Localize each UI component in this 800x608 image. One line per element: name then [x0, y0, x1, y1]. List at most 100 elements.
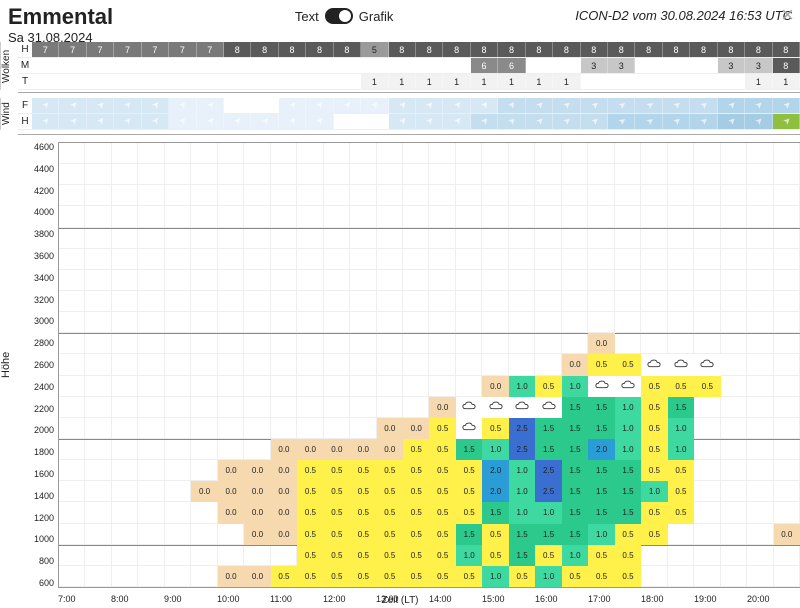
wind-cell — [498, 98, 525, 113]
clouds-cell — [197, 74, 224, 89]
clouds-cell: 1 — [498, 74, 525, 89]
clouds-cell: 8 — [251, 42, 278, 57]
toggle-switch[interactable] — [325, 8, 353, 24]
heat-cell: 1.5 — [509, 545, 535, 566]
heat-cell: 1.5 — [535, 439, 561, 460]
heat-cell: 0.5 — [350, 502, 376, 523]
heat-cell: 0.5 — [403, 439, 429, 460]
heat-cell: 0.0 — [271, 524, 297, 545]
wind-cell — [389, 114, 416, 129]
clouds-cell — [169, 74, 196, 89]
wind-cell — [224, 114, 251, 129]
clouds-cell: 1 — [389, 74, 416, 89]
heat-cell: 0.5 — [377, 481, 403, 502]
wind-cell — [608, 114, 635, 129]
heat-cell: 0.5 — [588, 566, 614, 587]
heat-cell: 2.5 — [509, 418, 535, 439]
clouds-cell — [32, 58, 59, 73]
wind-cell — [142, 114, 169, 129]
wind-row-H — [32, 114, 800, 130]
y-tick: 4200 — [18, 186, 54, 196]
clouds-cell — [635, 74, 662, 89]
heat-cell: 1.0 — [482, 439, 508, 460]
heat-cell — [509, 397, 535, 418]
clouds-cell — [251, 58, 278, 73]
heat-cell: 0.5 — [403, 481, 429, 502]
clouds-cell: 8 — [773, 58, 800, 73]
view-toggle[interactable]: Text Grafik — [295, 8, 394, 24]
heat-cell: 0.5 — [377, 545, 403, 566]
heat-cell: 1.0 — [482, 566, 508, 587]
y-tick: 4400 — [18, 164, 54, 174]
location-title: Emmental — [8, 4, 113, 30]
cloud-icon — [515, 401, 529, 413]
heat-cell — [482, 397, 508, 418]
wind-cell — [59, 114, 86, 129]
clouds-block: Wolken HMT 77777778888858888888888888886… — [0, 42, 800, 90]
clouds-cell — [142, 74, 169, 89]
clouds-row-M: 6633338 — [32, 58, 800, 74]
cloud-icon — [595, 380, 609, 392]
y-tick: 4000 — [18, 207, 54, 217]
height-chart: Höhe 46004400420040003800360034003200300… — [0, 142, 800, 588]
heat-cell: 1.5 — [562, 418, 588, 439]
heat-cell: 1.5 — [482, 502, 508, 523]
toggle-label-grafik: Grafik — [359, 9, 394, 24]
heat-cell: 0.5 — [615, 566, 641, 587]
clouds-cell: 7 — [87, 42, 114, 57]
clouds-cell — [306, 74, 333, 89]
heat-cell: 0.5 — [324, 460, 350, 481]
heat-cell: 0.5 — [297, 460, 323, 481]
wind-cell — [608, 98, 635, 113]
heat-cell — [615, 376, 641, 397]
clouds-cell: 8 — [306, 42, 333, 57]
clouds-cell: 7 — [197, 42, 224, 57]
heat-cell: 0.5 — [668, 460, 694, 481]
heat-cell: 1.0 — [456, 545, 482, 566]
heat-cell: 1.0 — [509, 376, 535, 397]
cloud-icon — [647, 359, 661, 371]
heat-cell: 0.0 — [271, 481, 297, 502]
wind-cell — [498, 114, 525, 129]
heat-cell: 0.5 — [297, 502, 323, 523]
heat-cell: 1.0 — [562, 376, 588, 397]
heat-cell — [668, 354, 694, 375]
wind-cell — [197, 98, 224, 113]
x-axis-label-visible: Zeit (LT) — [0, 595, 800, 606]
heat-cell: 1.5 — [456, 439, 482, 460]
clouds-cell: 3 — [608, 58, 635, 73]
clouds-row-label-M: M — [18, 58, 32, 74]
heat-cell: 1.5 — [456, 524, 482, 545]
plot-area: 0.00.00.50.50.01.00.51.00.50.50.50.01.51… — [58, 142, 800, 588]
wind-cell — [142, 98, 169, 113]
wind-cell — [553, 114, 580, 129]
heat-cell: 0.5 — [456, 481, 482, 502]
wind-cell — [334, 98, 361, 113]
heat-cell: 0.5 — [641, 524, 667, 545]
close-icon[interactable]: × — [781, 2, 794, 28]
wind-cell — [361, 114, 388, 129]
heat-cell: 1.5 — [509, 524, 535, 545]
clouds-cell: 3 — [581, 58, 608, 73]
heat-cell: 0.5 — [482, 545, 508, 566]
y-tick: 3800 — [18, 229, 54, 239]
clouds-cell — [224, 58, 251, 73]
heat-cell: 0.0 — [377, 418, 403, 439]
clouds-cell: 8 — [443, 42, 470, 57]
heat-cell: 0.0 — [244, 481, 270, 502]
heat-cell: 0.5 — [641, 502, 667, 523]
heat-cell: 0.5 — [271, 566, 297, 587]
wind-cell — [197, 114, 224, 129]
clouds-cell: 8 — [334, 42, 361, 57]
y-tick: 3600 — [18, 251, 54, 261]
heat-layer: 0.00.00.50.50.01.00.51.00.50.50.50.01.51… — [59, 143, 800, 587]
clouds-cell: 1 — [773, 74, 800, 89]
clouds-cell: 8 — [416, 42, 443, 57]
clouds-cell — [87, 74, 114, 89]
wind-cell — [251, 114, 278, 129]
clouds-row-T: 1111111111 — [32, 74, 800, 90]
heat-cell: 1.0 — [509, 502, 535, 523]
clouds-cell — [197, 58, 224, 73]
heat-cell: 0.5 — [482, 524, 508, 545]
heat-cell: 0.5 — [429, 502, 455, 523]
